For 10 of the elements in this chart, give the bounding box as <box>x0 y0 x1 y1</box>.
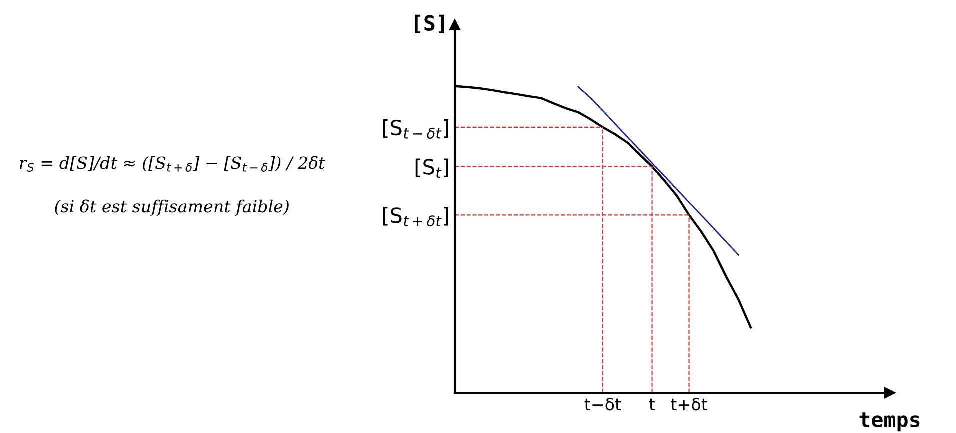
x-axis-title: temps <box>860 412 920 432</box>
x-tick-label: t <box>649 398 656 411</box>
ref-line-label: [S$_{t}$] <box>416 158 448 178</box>
x-tick-label: t+δt <box>671 398 708 411</box>
x-tick-label: t−δt <box>584 398 622 411</box>
text: (si δt est suffisament faible) <box>55 200 289 216</box>
text: r$_{S}$ = d[S]/dt ≈ ([S$_{t+δ}$] − [S$_{t−δ}$]) / 2δt <box>20 156 326 172</box>
ref-line-label: [S$_{t+δt}$] <box>383 207 448 227</box>
ref-line-label: [S$_{t−δt}$] <box>383 120 448 139</box>
y-axis-title: [S] <box>415 14 444 34</box>
